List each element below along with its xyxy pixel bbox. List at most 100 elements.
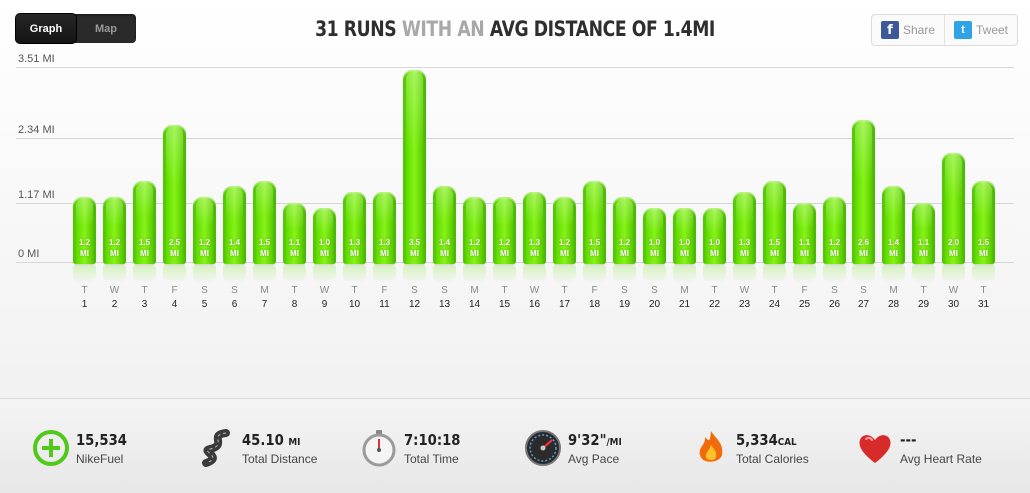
weekday-label: F xyxy=(801,285,808,296)
chart-bar[interactable]: 1.2 MI xyxy=(73,197,96,264)
day-number-label: 17 xyxy=(558,299,571,310)
chart-bar[interactable]: 1.3 MI xyxy=(343,192,366,264)
day-number-label: 30 xyxy=(947,299,960,310)
bar-reflection xyxy=(103,265,126,283)
day-number-label: 28 xyxy=(887,299,900,310)
heart-icon xyxy=(856,429,894,467)
weekday-label: S xyxy=(411,285,418,296)
weekday-label: T xyxy=(561,285,568,296)
day-number-label: 1 xyxy=(81,299,88,310)
chart-bar[interactable]: 1.3 MI xyxy=(523,192,546,264)
stat-label: Avg Heart Rate xyxy=(900,452,982,466)
chart-bar[interactable]: 1.5 MI xyxy=(972,181,995,264)
bar-reflection xyxy=(253,265,276,283)
day-number-label: 27 xyxy=(857,299,870,310)
stat-total-calories: 5,334CAL Total Calories xyxy=(692,429,809,467)
map-tab[interactable]: Map xyxy=(95,22,117,35)
chart-bar[interactable]: 1.5 MI xyxy=(133,181,156,264)
graph-tab[interactable]: Graph xyxy=(16,14,76,43)
y-tick-label: 3.51 MI xyxy=(18,53,55,65)
bar-reflection xyxy=(433,265,456,283)
chart-bar[interactable]: 2.5 MI xyxy=(163,125,186,264)
tweet-button[interactable]: t Tweet xyxy=(944,15,1017,45)
chart-bar[interactable]: 1.4 MI xyxy=(433,186,456,264)
social-share-group: f Share t Tweet xyxy=(871,14,1018,46)
chart-bar[interactable]: 1.2 MI xyxy=(103,197,126,264)
grid-line xyxy=(16,67,1014,68)
chart-bar[interactable]: 2.0 MI xyxy=(942,153,965,264)
bar-reflection xyxy=(133,265,156,283)
weekday-label: T xyxy=(980,285,987,296)
weekday-label: T xyxy=(501,285,508,296)
chart-bar[interactable]: 1.0 MI xyxy=(673,208,696,264)
stat-label: Total Time xyxy=(404,452,459,466)
chart-bar[interactable]: 1.1 MI xyxy=(283,203,306,264)
day-number-label: 26 xyxy=(828,299,841,310)
chart-bar[interactable]: 1.0 MI xyxy=(313,208,336,264)
bar-value-label: 1.0 MI xyxy=(318,238,331,258)
stat-unit: CAL xyxy=(777,437,797,448)
weekday-label: S xyxy=(860,285,867,296)
facebook-share-button[interactable]: f Share xyxy=(872,15,944,45)
bar-reflection xyxy=(463,265,486,283)
stopwatch-icon xyxy=(360,429,398,467)
bar-value-label: 1.5 MI xyxy=(588,238,601,258)
bar-reflection xyxy=(283,265,306,283)
day-number-label: 25 xyxy=(798,299,811,310)
stat-total-time: 7:10:18 Total Time xyxy=(360,429,468,467)
stat-avg-pace: 9'32"/MI Avg Pace xyxy=(524,429,629,467)
stat-unit: /MI xyxy=(606,437,622,448)
weekday-label: S xyxy=(441,285,448,296)
day-number-label: 19 xyxy=(618,299,631,310)
weekday-label: M xyxy=(470,285,479,296)
chart-bar[interactable]: 1.2 MI xyxy=(553,197,576,264)
stat-avg-heart-rate: --- Avg Heart Rate xyxy=(856,429,982,467)
day-number-label: 18 xyxy=(588,299,601,310)
bar-value-label: 2.5 MI xyxy=(168,238,181,258)
day-number-label: 16 xyxy=(528,299,541,310)
day-number-label: 29 xyxy=(917,299,930,310)
bar-reflection xyxy=(703,265,726,283)
chart-bar[interactable]: 1.3 MI xyxy=(733,192,756,264)
chart-bar[interactable]: 1.5 MI xyxy=(763,181,786,264)
chart-bar[interactable]: 1.2 MI xyxy=(613,197,636,264)
bar-value-label: 1.4 MI xyxy=(887,238,900,258)
bar-reflection xyxy=(972,265,995,283)
weekday-label: F xyxy=(591,285,598,296)
chart-bar[interactable]: 1.4 MI xyxy=(223,186,246,264)
chart-bar[interactable]: 1.2 MI xyxy=(823,197,846,264)
chart-bar[interactable]: 2.6 MI xyxy=(852,120,875,264)
chart-bar[interactable]: 1.0 MI xyxy=(703,208,726,264)
view-toggle: Graph Map xyxy=(16,14,136,43)
weekday-label: F xyxy=(171,285,178,296)
chart-bar[interactable]: 1.2 MI xyxy=(493,197,516,264)
bar-value-label: 1.3 MI xyxy=(738,238,751,258)
bar-value-label: 1.5 MI xyxy=(977,238,990,258)
bar-reflection xyxy=(613,265,636,283)
chart-bar[interactable]: 1.5 MI xyxy=(583,181,606,264)
chart-bar[interactable]: 1.5 MI xyxy=(253,181,276,264)
chart-bar[interactable]: 1.2 MI xyxy=(463,197,486,264)
bar-reflection xyxy=(942,265,965,283)
stat-label: Total Distance xyxy=(242,452,318,466)
weekday-label: S xyxy=(621,285,628,296)
chart-bar[interactable]: 1.3 MI xyxy=(373,192,396,264)
chart-bar[interactable]: 1.1 MI xyxy=(793,203,816,264)
flame-icon xyxy=(692,429,730,467)
bar-reflection xyxy=(73,265,96,283)
chart-bar[interactable]: 1.2 MI xyxy=(193,197,216,264)
chart-bar[interactable]: 1.4 MI xyxy=(882,186,905,264)
bar-reflection xyxy=(163,265,186,283)
stat-total-distance: 45.10 MI Total Distance xyxy=(198,429,317,467)
day-number-label: 10 xyxy=(348,299,361,310)
chart-bar[interactable]: 3.5 MI xyxy=(403,70,426,264)
chart-bar[interactable]: 1.0 MI xyxy=(643,208,666,264)
bar-value-label: 2.0 MI xyxy=(947,238,960,258)
day-number-label: 12 xyxy=(408,299,421,310)
bar-value-label: 1.2 MI xyxy=(618,238,631,258)
chart-bar[interactable]: 1.1 MI xyxy=(912,203,935,264)
weekday-label: S xyxy=(831,285,838,296)
bar-value-label: 1.0 MI xyxy=(648,238,661,258)
weekday-label: W xyxy=(529,285,540,296)
bar-value-label: 1.1 MI xyxy=(288,238,301,258)
